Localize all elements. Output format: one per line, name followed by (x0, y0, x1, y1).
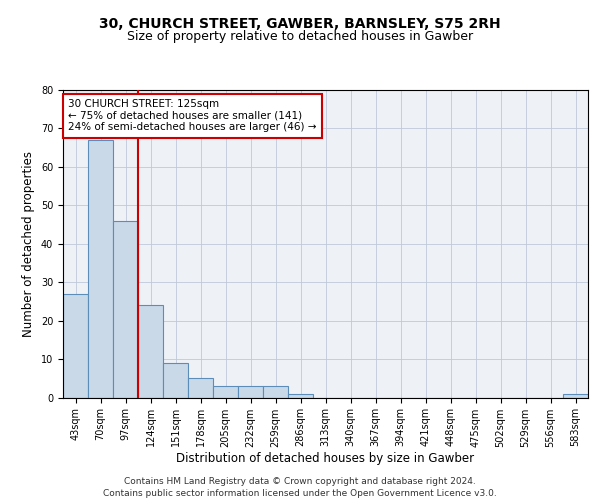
Bar (288, 394, 313, 398)
Text: 30 CHURCH STREET: 125sqm
← 75% of detached houses are smaller (141)
24% of semi-: 30 CHURCH STREET: 125sqm ← 75% of detach… (68, 99, 317, 132)
X-axis label: Distribution of detached houses by size in Gawber: Distribution of detached houses by size … (176, 452, 475, 465)
Text: Size of property relative to detached houses in Gawber: Size of property relative to detached ho… (127, 30, 473, 43)
Bar (238, 386, 263, 398)
Text: 30, CHURCH STREET, GAWBER, BARNSLEY, S75 2RH: 30, CHURCH STREET, GAWBER, BARNSLEY, S75… (99, 18, 501, 32)
Y-axis label: Number of detached properties: Number of detached properties (22, 151, 35, 337)
Bar (88, 140, 113, 398)
Text: Contains HM Land Registry data © Crown copyright and database right 2024.
Contai: Contains HM Land Registry data © Crown c… (103, 476, 497, 498)
Bar (263, 386, 288, 398)
Bar (563, 394, 588, 398)
Bar (163, 363, 188, 398)
Bar (63, 294, 88, 398)
Bar (188, 378, 213, 398)
Bar (138, 305, 163, 398)
Bar (113, 220, 138, 398)
Bar (213, 386, 238, 398)
